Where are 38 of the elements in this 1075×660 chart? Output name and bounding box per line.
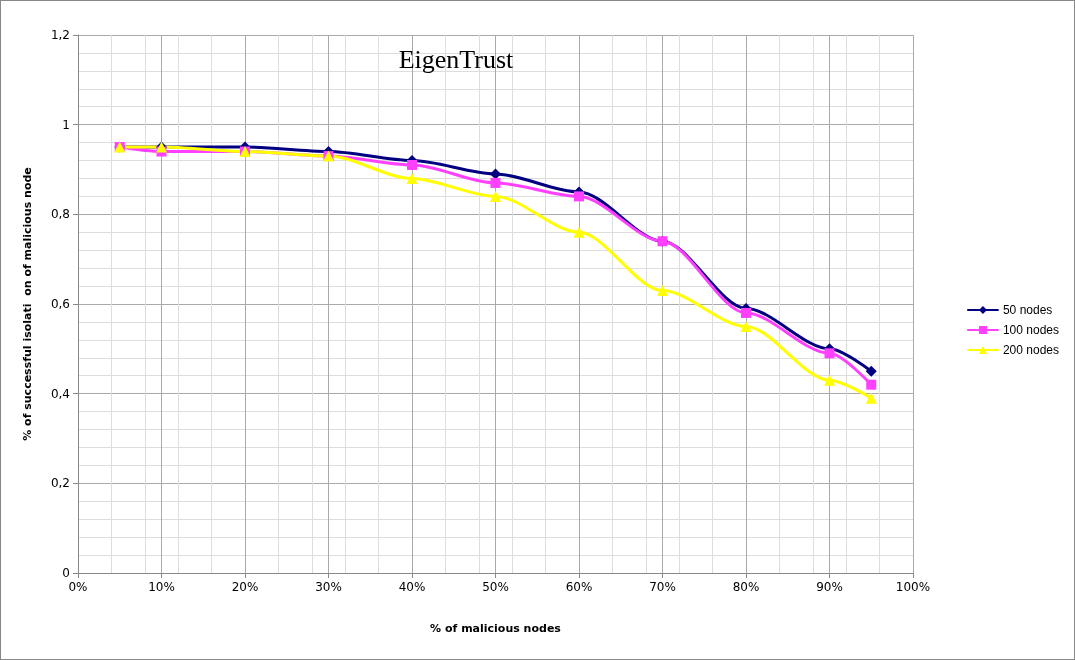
y-tick-label: 0,2 [50, 476, 70, 491]
point [741, 307, 751, 318]
y-tick-label: 0,4 [50, 386, 70, 401]
legend-label: 100 nodes [1002, 323, 1060, 337]
point [406, 172, 418, 184]
x-tick-label: 30% [315, 580, 342, 594]
point [490, 190, 501, 202]
x-tick-label: 40% [398, 580, 426, 594]
x-tick-label: 0% [68, 580, 88, 594]
point [490, 177, 501, 188]
x-tick-label: 10% [148, 580, 175, 594]
x-tick-label: 50% [482, 580, 509, 594]
point [865, 392, 877, 404]
y-axis-title: % of successful isolati on of malicious node [21, 167, 34, 441]
point [657, 285, 668, 297]
point [407, 160, 417, 171]
point [865, 365, 877, 377]
legend-label: 200 nodes [1002, 343, 1060, 357]
chart-title: EigenTrust [398, 44, 515, 74]
point [740, 320, 752, 332]
legend-label: 50 nodes [1002, 303, 1053, 317]
point [824, 374, 835, 386]
y-tick-label: 0 [62, 566, 70, 580]
x-tick-label: 20% [231, 580, 259, 594]
y-tick-label: 1 [62, 117, 70, 132]
x-tick-label: 60% [565, 580, 593, 594]
point [824, 348, 835, 359]
x-axis-title: % of malicious nodes [430, 622, 562, 635]
y-tick-label: 0,8 [50, 207, 70, 222]
y-tick-label: 0,6 [50, 297, 70, 311]
point [574, 191, 584, 202]
point [573, 226, 585, 238]
y-tick-label: 1,2 [50, 28, 70, 42]
x-tick-label: 100% [895, 580, 931, 594]
x-tick-label: 90% [816, 580, 843, 594]
point [866, 379, 877, 390]
x-tick-label: 80% [732, 580, 760, 594]
x-tick-label: 70% [649, 580, 676, 594]
